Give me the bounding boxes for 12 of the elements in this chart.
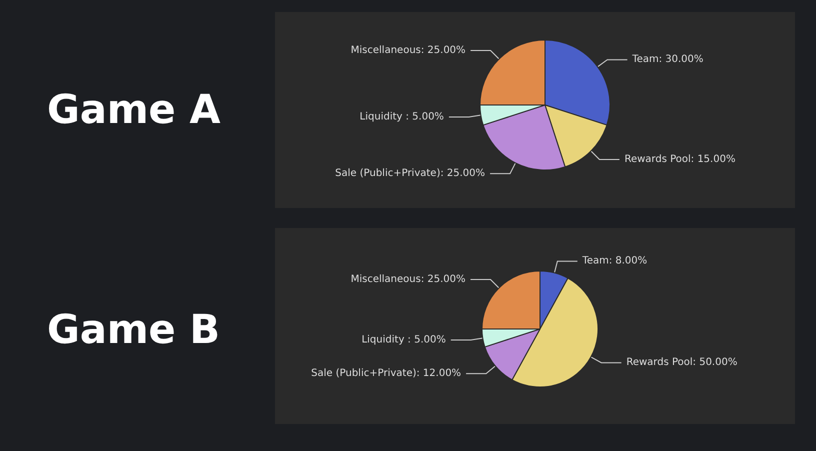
text: Game A — [47, 87, 221, 133]
text: Game B — [47, 307, 220, 353]
slice-label: Miscellaneous: 25.00% — [350, 45, 466, 56]
slice-label: Team: 30.00% — [631, 54, 704, 66]
slice-label: Sale (Public+Private): 12.00% — [311, 368, 462, 380]
slice-label: Rewards Pool: 50.00% — [626, 357, 738, 368]
slice-label: Liquidity : 5.00% — [362, 334, 446, 346]
slice-label: Miscellaneous: 25.00% — [350, 274, 466, 286]
slice-label: Team: 8.00% — [581, 256, 648, 267]
slice-label: Sale (Public+Private): 25.00% — [335, 168, 486, 180]
slice-label: Liquidity : 5.00% — [360, 112, 444, 123]
slice-label: Rewards Pool: 15.00% — [624, 154, 736, 165]
